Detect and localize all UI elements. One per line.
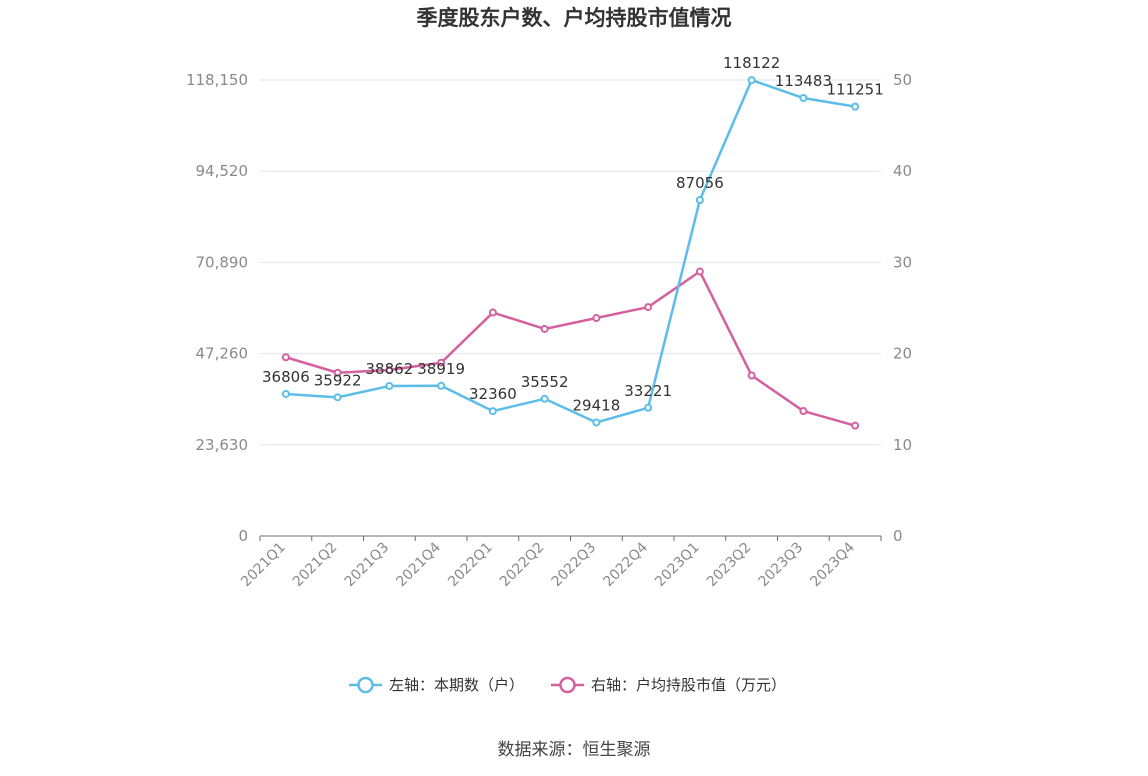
x-tick-label: 2023Q2 (704, 540, 755, 591)
data-point[interactable] (437, 358, 446, 367)
data-point[interactable] (540, 324, 549, 333)
series-line (285, 270, 856, 427)
series-line (285, 78, 856, 424)
left-tick-label: 23,630 (196, 436, 249, 454)
data-label: 118122 (723, 54, 780, 72)
right-tick-label: 0 (893, 527, 903, 545)
right-tick-label: 10 (893, 436, 912, 454)
data-point[interactable] (437, 381, 446, 390)
data-label: 113483 (775, 72, 832, 90)
data-label: 29418 (573, 396, 621, 414)
x-tick-label: 2023Q1 (652, 540, 703, 591)
data-point[interactable] (747, 371, 756, 380)
data-point[interactable] (851, 421, 860, 430)
data-point[interactable] (592, 314, 601, 323)
data-label: 35552 (521, 373, 569, 391)
data-label: 38919 (417, 360, 465, 378)
data-point[interactable] (644, 403, 653, 412)
legend-item-left[interactable]: 左轴：本期数（户） (349, 676, 524, 694)
grid (260, 79, 881, 446)
x-tick-label: 2021Q1 (238, 540, 289, 591)
x-axis: 2021Q1 2021Q2 2021Q3 2021Q4 2022Q1 2022Q2 2022… (238, 535, 882, 591)
chart-title: 季度股东户数、户均持股市值情况 (417, 6, 732, 30)
data-label: 87056 (676, 174, 724, 192)
right-axis: 0 10 20 30 40 50 (893, 71, 912, 545)
data-point[interactable] (799, 94, 808, 103)
legend[interactable]: 左轴：本期数（户） 右轴：户均持股市值（万元） (349, 676, 786, 694)
data-label: 111251 (826, 81, 883, 99)
legend-marker (357, 676, 374, 694)
legend-item-right[interactable]: 右轴：户均持股市值（万元） (551, 676, 786, 694)
series-lines (281, 76, 860, 430)
right-tick-label: 30 (893, 253, 912, 271)
left-tick-label: 0 (238, 527, 248, 545)
x-tick-label: 2022Q1 (445, 540, 496, 591)
data-point[interactable] (281, 353, 290, 362)
left-tick-label: 118,150 (186, 71, 248, 89)
data-point[interactable] (488, 308, 497, 317)
data-point[interactable] (799, 407, 808, 416)
data-point[interactable] (333, 368, 342, 377)
x-tick-label: 2023Q3 (756, 540, 807, 591)
data-point[interactable] (851, 102, 860, 111)
x-tick-label: 2021Q3 (342, 540, 393, 591)
right-tick-label: 20 (893, 345, 912, 363)
legend-label: 左轴：本期数（户） (389, 676, 524, 694)
data-point[interactable] (333, 393, 342, 402)
legend-marker (559, 676, 576, 694)
data-point[interactable] (385, 382, 394, 391)
data-point[interactable] (644, 303, 653, 312)
x-tick-label: 2022Q2 (497, 540, 548, 591)
right-tick-label: 40 (893, 162, 912, 180)
data-point[interactable] (488, 407, 497, 416)
x-tick-label: 2023Q4 (807, 539, 858, 590)
left-tick-label: 70,890 (196, 253, 249, 271)
source-note: 数据来源：恒生聚源 (498, 740, 651, 760)
data-label: 36806 (262, 368, 310, 386)
data-label: 33221 (624, 382, 672, 400)
x-tick-label: 2021Q2 (290, 540, 341, 591)
left-tick-label: 47,260 (196, 345, 249, 363)
data-point[interactable] (281, 389, 290, 398)
left-tick-label: 94,520 (196, 162, 249, 180)
x-tick-label: 2021Q4 (393, 539, 444, 590)
data-point[interactable] (695, 196, 704, 205)
right-tick-label: 50 (893, 71, 912, 89)
data-point[interactable] (747, 76, 756, 85)
data-point[interactable] (540, 394, 549, 403)
data-label: 32360 (469, 385, 517, 403)
left-axis: 0 23,630 47,260 70,890 94,520 118,150 (186, 71, 248, 545)
data-point[interactable] (695, 267, 704, 276)
x-tick-label: 2022Q4 (600, 539, 651, 590)
data-label: 38862 (366, 360, 414, 378)
data-point[interactable] (592, 418, 601, 427)
data-point[interactable] (385, 366, 394, 375)
x-tick-label: 2022Q3 (549, 540, 600, 591)
data-label: 35922 (314, 371, 362, 389)
legend-label: 右轴：户均持股市值（万元） (591, 676, 786, 694)
